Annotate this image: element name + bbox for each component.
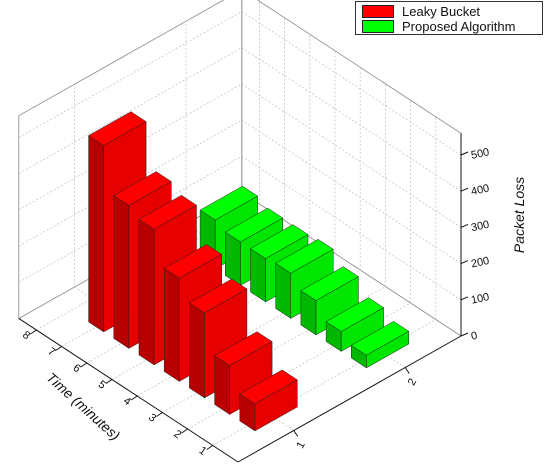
bar-top xyxy=(113,171,172,206)
z-tick-label: 500 xyxy=(470,146,490,162)
time-tick-label: 7 xyxy=(45,345,57,358)
time-tick xyxy=(130,395,138,401)
bar-top xyxy=(138,195,197,230)
z-tick-label: 300 xyxy=(470,219,490,235)
row-tick-label: 1 xyxy=(294,440,307,451)
time-tick-label: 8 xyxy=(20,329,32,342)
z-tick-label: 200 xyxy=(470,255,490,271)
time-tick-label: 2 xyxy=(171,428,183,441)
bar-top xyxy=(350,321,410,356)
time-axis-line xyxy=(18,318,239,463)
row-tick xyxy=(404,367,410,374)
z-gridline xyxy=(18,47,462,192)
time-tick-label: 5 xyxy=(96,378,108,391)
legend-label: Proposed Algorithm xyxy=(402,19,516,34)
bar-top xyxy=(188,278,248,314)
z-tick-label: 100 xyxy=(470,291,490,307)
z-tick-label: 0 xyxy=(470,330,478,343)
bar-face xyxy=(163,267,180,382)
bar-top xyxy=(199,185,259,221)
z-gridline xyxy=(18,11,462,156)
z-tick xyxy=(460,296,469,301)
z-tick xyxy=(460,187,469,192)
bar-top xyxy=(325,297,385,332)
z-tick xyxy=(460,151,469,156)
legend: Leaky Bucket Proposed Algorithm xyxy=(355,1,543,35)
row-gridline xyxy=(185,21,406,368)
legend-swatch-proposed-algorithm xyxy=(362,20,394,33)
bar-face xyxy=(214,355,230,415)
time-tick xyxy=(30,329,37,335)
legend-swatch-leaky-bucket xyxy=(362,5,394,18)
row-tick xyxy=(293,430,299,437)
time-tick-label: 3 xyxy=(146,411,158,424)
bar-face xyxy=(138,218,155,366)
bar-top xyxy=(224,207,284,243)
time-tick-label: 6 xyxy=(71,362,83,375)
time-tick-label: 1 xyxy=(197,444,209,457)
chart-bars xyxy=(88,111,410,432)
z-tick xyxy=(460,332,469,337)
legend-item-proposed-algorithm: Proposed Algorithm xyxy=(362,19,515,34)
bar-top xyxy=(300,266,359,301)
z-tick xyxy=(460,260,469,265)
bar-top xyxy=(214,331,273,366)
bar-face xyxy=(88,135,104,333)
row-gridline xyxy=(74,84,294,431)
z-tick-label: 400 xyxy=(470,182,490,198)
time-tick-label: 4 xyxy=(121,395,133,408)
bar-top xyxy=(250,224,309,259)
row-axis-line xyxy=(237,335,462,463)
z-axis-title: Packet Loss xyxy=(511,177,527,253)
time-tick xyxy=(80,362,88,368)
bar-top xyxy=(275,239,334,274)
time-tick xyxy=(181,428,188,434)
time-tick xyxy=(55,346,62,351)
bar-top xyxy=(163,244,223,279)
bar-face xyxy=(189,302,205,399)
bar-face xyxy=(113,195,130,349)
time-tick xyxy=(156,412,163,417)
z-tick xyxy=(460,223,469,228)
time-tick xyxy=(206,445,214,450)
bar-top xyxy=(88,111,147,146)
legend-item-leaky-bucket: Leaky Bucket xyxy=(362,4,480,19)
row-tick-label: 2 xyxy=(406,377,419,388)
time-tick xyxy=(105,379,113,384)
legend-label: Leaky Bucket xyxy=(402,4,481,19)
bar-top xyxy=(239,369,298,405)
